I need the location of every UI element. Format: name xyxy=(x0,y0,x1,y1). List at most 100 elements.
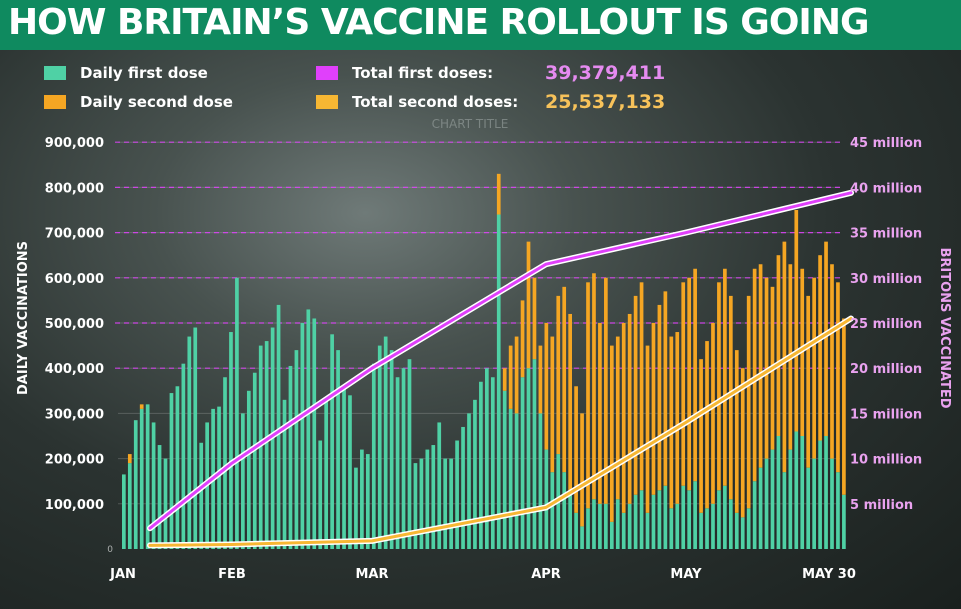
x-tick-label: MAR xyxy=(355,567,388,582)
bar-first-dose xyxy=(264,341,269,549)
y-tick-label: 700,000 xyxy=(45,227,104,242)
bar-first-dose xyxy=(479,381,483,549)
bar-first-dose xyxy=(734,512,739,549)
bar-second-dose xyxy=(711,323,715,504)
bar-second-dose xyxy=(818,255,822,441)
bar-second-dose xyxy=(580,413,584,527)
legend-label-total-second: Total second doses: xyxy=(352,93,519,111)
bar-first-dose xyxy=(294,350,299,549)
legend-label-total-first: Total first doses: xyxy=(352,64,494,82)
y-tick-label: 200,000 xyxy=(45,453,104,468)
y2-tick-label: 15 million xyxy=(850,407,922,422)
bar-first-dose xyxy=(687,490,692,549)
bar-first-dose xyxy=(609,521,614,549)
bar-second-dose xyxy=(615,336,620,500)
y-tick-label: 900,000 xyxy=(45,136,104,151)
bar-first-dose xyxy=(669,508,674,549)
bar-first-dose xyxy=(360,449,364,549)
bar-first-dose xyxy=(818,440,822,549)
bar-first-dose xyxy=(389,350,394,549)
total-second-value: 25,537,133 xyxy=(545,91,666,113)
bar-first-dose xyxy=(770,449,775,549)
bar-second-dose xyxy=(508,345,513,409)
bar-first-dose xyxy=(181,363,186,549)
bar-first-dose xyxy=(252,372,257,549)
bar-first-dose xyxy=(627,503,632,549)
bar-first-dose xyxy=(145,404,150,549)
bar-first-dose xyxy=(568,494,573,549)
bar-first-dose xyxy=(752,481,757,549)
bar-first-dose xyxy=(455,440,459,549)
bar-first-dose xyxy=(776,436,781,549)
y2-tick-label: 25 million xyxy=(850,317,922,332)
bar-second-dose xyxy=(502,368,507,391)
x-tick-label: MAY xyxy=(670,567,702,582)
bar-second-dose xyxy=(556,295,561,455)
bar-first-dose xyxy=(663,485,668,549)
bar-first-dose xyxy=(300,323,305,549)
bar-first-dose xyxy=(604,503,608,549)
bar-first-dose xyxy=(800,436,805,549)
watermark: CHART TITLE xyxy=(432,117,509,131)
bar-first-dose xyxy=(241,413,245,549)
bar-second-dose xyxy=(520,300,525,378)
total-first-value: 39,379,411 xyxy=(545,62,666,84)
bar-first-dose xyxy=(169,393,174,549)
bar-first-dose xyxy=(336,350,340,549)
bar-second-dose xyxy=(609,345,614,522)
bar-first-dose xyxy=(377,345,382,549)
bar-second-dose xyxy=(842,318,846,495)
y2-tick-label: 35 million xyxy=(850,227,922,242)
bar-second-dose xyxy=(681,282,686,486)
bar-second-dose xyxy=(758,264,763,468)
bar-first-dose xyxy=(711,503,715,549)
bar-second-dose xyxy=(639,282,644,491)
bar-second-dose xyxy=(717,282,721,491)
bar-first-dose xyxy=(645,512,650,549)
bar-second-dose xyxy=(723,268,727,486)
bar-first-dose xyxy=(473,399,477,549)
bar-first-dose xyxy=(139,408,144,549)
bar-first-dose xyxy=(538,413,543,549)
bar-second-dose xyxy=(812,277,816,459)
bar-second-dose xyxy=(806,295,811,468)
bar-first-dose xyxy=(312,318,317,549)
bar-second-dose xyxy=(794,210,799,432)
line-total-second-doses xyxy=(148,317,853,547)
bar-first-dose xyxy=(342,386,346,549)
bar-second-dose xyxy=(532,277,537,360)
bar-first-dose xyxy=(467,413,471,549)
bar-first-dose xyxy=(520,377,525,549)
legend-swatch-total-first xyxy=(316,66,338,80)
legend-swatch-daily-first xyxy=(44,66,66,80)
bar-first-dose xyxy=(407,359,412,549)
y-tick-label: 100,000 xyxy=(45,498,104,513)
bar-first-dose xyxy=(842,494,846,549)
bar-second-dose xyxy=(514,336,519,414)
bar-first-dose xyxy=(318,440,323,549)
bar-second-dose xyxy=(550,336,555,473)
bar-first-dose xyxy=(330,334,334,549)
bar-second-dose xyxy=(627,313,632,504)
bar-first-dose xyxy=(740,517,745,549)
bar-first-dose xyxy=(371,363,376,549)
bar-first-dose xyxy=(235,277,239,549)
bar-first-dose xyxy=(217,406,221,549)
bar-first-dose xyxy=(133,420,138,549)
bar-second-dose xyxy=(621,323,626,513)
y2-tick-label: 30 million xyxy=(850,272,922,287)
bar-first-dose xyxy=(502,390,507,549)
bar-first-dose xyxy=(639,490,644,549)
bar-first-dose xyxy=(830,458,834,549)
bar-first-dose xyxy=(562,472,567,549)
bar-first-dose xyxy=(282,399,287,549)
bar-first-dose xyxy=(532,359,537,549)
bar-first-dose xyxy=(508,408,513,549)
bar-first-dose xyxy=(746,508,751,549)
y-tick-label: 500,000 xyxy=(45,317,104,332)
bar-first-dose xyxy=(574,512,578,549)
bar-first-dose xyxy=(812,458,816,549)
bar-first-dose xyxy=(199,442,204,549)
bar-first-dose xyxy=(223,377,227,549)
